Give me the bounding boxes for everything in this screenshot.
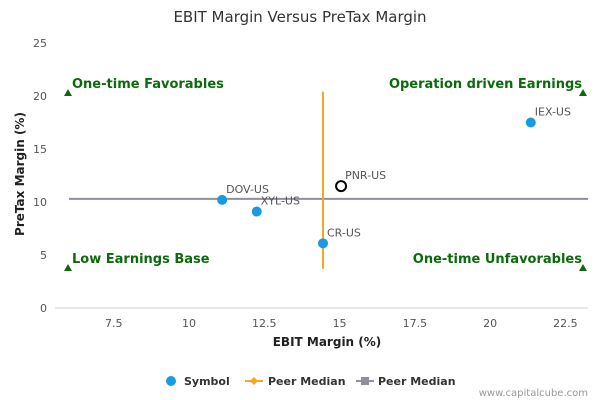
x-tick-labels: 7.5 10 12.5 15 17.5 20 22.5 [105, 317, 578, 330]
data-point-iex-us [525, 117, 536, 128]
x-tick-label: 17.5 [403, 317, 428, 330]
data-point-dov-us [217, 194, 228, 205]
peer-median-lines [69, 91, 588, 269]
y-tick-labels: 0 5 10 15 20 25 [33, 37, 47, 315]
y-tick-label: 10 [33, 196, 47, 209]
legend: Symbol Peer Median Peer Median [166, 375, 456, 388]
quadrant-label-bottom-left: Low Earnings Base [72, 252, 210, 267]
chart-title: EBIT Margin Versus PreTax Margin [173, 8, 426, 26]
legend-item-symbol: Symbol [184, 375, 230, 388]
legend-item-peer-median-x: Peer Median [268, 375, 346, 388]
quadrant-label-bottom-right: One-time Unfavorables [413, 252, 582, 267]
data-point-pnr-us [335, 180, 348, 193]
data-label-iex-us: IEX-US [535, 106, 571, 119]
x-tick-label: 12.5 [252, 317, 277, 330]
x-tick-label: 7.5 [105, 317, 123, 330]
data-label-cr-us: CR-US [327, 226, 361, 239]
y-tick-label: 25 [33, 37, 47, 50]
data-label-xyl-us: XYL-US [261, 195, 300, 208]
quadrant-marker-bottom-left [64, 264, 72, 271]
x-tick-label: 10 [182, 317, 196, 330]
y-tick-label: 15 [33, 143, 47, 156]
y-axis-label: PreTax Margin (%) [13, 112, 27, 236]
x-axis-label: EBIT Margin (%) [273, 335, 382, 349]
quadrant-labels: One-time Favorables Operation driven Ear… [64, 77, 587, 271]
legend-item-peer-median-y: Peer Median [378, 375, 456, 388]
legend-symbol-marker [166, 376, 176, 386]
x-tick-label: 15 [333, 317, 347, 330]
data-label-pnr-us: PNR-US [345, 169, 386, 182]
quadrant-label-top-left: One-time Favorables [72, 77, 224, 92]
data-label-dov-us: DOV-US [226, 183, 269, 196]
quadrant-marker-top-right [579, 89, 587, 96]
data-point-cr-us [318, 238, 329, 249]
legend-peer-median-y-marker [361, 377, 369, 385]
data-point-xyl-us [251, 206, 262, 217]
y-tick-label: 5 [40, 249, 47, 262]
y-tick-label: 0 [40, 302, 47, 315]
x-tick-label: 20 [483, 317, 497, 330]
quadrant-label-top-right: Operation driven Earnings [389, 77, 582, 92]
y-tick-label: 20 [33, 90, 47, 103]
quadrant-marker-top-left [64, 89, 72, 96]
legend-peer-median-x-marker [250, 377, 258, 385]
site-credit: www.capitalcube.com [479, 388, 588, 399]
x-tick-label: 22.5 [553, 317, 578, 330]
quadrant-marker-bottom-right [579, 264, 587, 271]
